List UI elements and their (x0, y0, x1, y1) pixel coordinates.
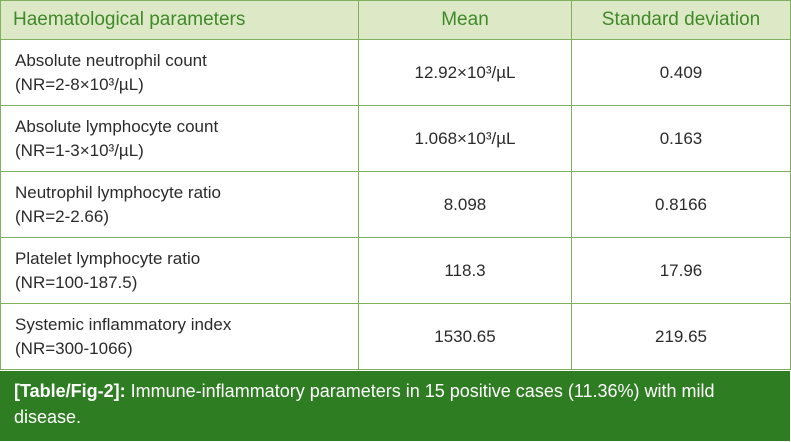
parameter-cell: Absolute neutrophil count (NR=2-8×10³/µL… (0, 39, 359, 106)
mean-value: 1530.65 (358, 303, 572, 370)
caption-label: [Table/Fig-2]: (14, 381, 126, 401)
mean-value: 118.3 (358, 237, 572, 304)
header-parameters: Haematological parameters (0, 0, 359, 40)
parameter-name: Absolute lymphocyte count (15, 116, 219, 136)
figure-caption: [Table/Fig-2]: Immune-inflammatory param… (0, 371, 790, 441)
sd-value: 0.8166 (571, 171, 791, 238)
table-row: Neutrophil lymphocyte ratio (NR=2-2.66) … (0, 171, 791, 238)
parameter-cell: Systemic inflammatory index (NR=300-1066… (0, 303, 359, 370)
parameter-cell: Neutrophil lymphocyte ratio (NR=2-2.66) (0, 171, 359, 238)
normal-range: (NR=100-187.5) (15, 272, 138, 292)
table-row: Platelet lymphocyte ratio (NR=100-187.5)… (0, 237, 791, 304)
parameter-cell: Absolute lymphocyte count (NR=1-3×10³/µL… (0, 105, 359, 172)
parameter-name: Absolute neutrophil count (15, 50, 207, 70)
normal-range: (NR=2-8×10³/µL) (15, 74, 144, 94)
header-standard-deviation: Standard deviation (571, 0, 791, 40)
table-row: Systemic inflammatory index (NR=300-1066… (0, 303, 791, 370)
header-mean: Mean (358, 0, 572, 40)
parameter-name: Systemic inflammatory index (15, 314, 232, 334)
haematological-parameters-table: Haematological parameters Mean Standard … (0, 0, 791, 370)
table-row: Absolute neutrophil count (NR=2-8×10³/µL… (0, 39, 791, 106)
caption-text: Immune-inflammatory parameters in 15 pos… (14, 381, 715, 427)
mean-value: 1.068×10³/µL (358, 105, 572, 172)
parameter-name: Platelet lymphocyte ratio (15, 248, 201, 268)
parameter-name: Neutrophil lymphocyte ratio (15, 182, 221, 202)
mean-value: 8.098 (358, 171, 572, 238)
mean-value: 12.92×10³/µL (358, 39, 572, 106)
sd-value: 17.96 (571, 237, 791, 304)
sd-value: 0.409 (571, 39, 791, 106)
table-row: Absolute lymphocyte count (NR=1-3×10³/µL… (0, 105, 791, 172)
table-header-row: Haematological parameters Mean Standard … (0, 0, 791, 40)
parameter-cell: Platelet lymphocyte ratio (NR=100-187.5) (0, 237, 359, 304)
normal-range: (NR=300-1066) (15, 338, 133, 358)
sd-value: 0.163 (571, 105, 791, 172)
normal-range: (NR=1-3×10³/µL) (15, 140, 144, 160)
normal-range: (NR=2-2.66) (15, 206, 110, 226)
sd-value: 219.65 (571, 303, 791, 370)
